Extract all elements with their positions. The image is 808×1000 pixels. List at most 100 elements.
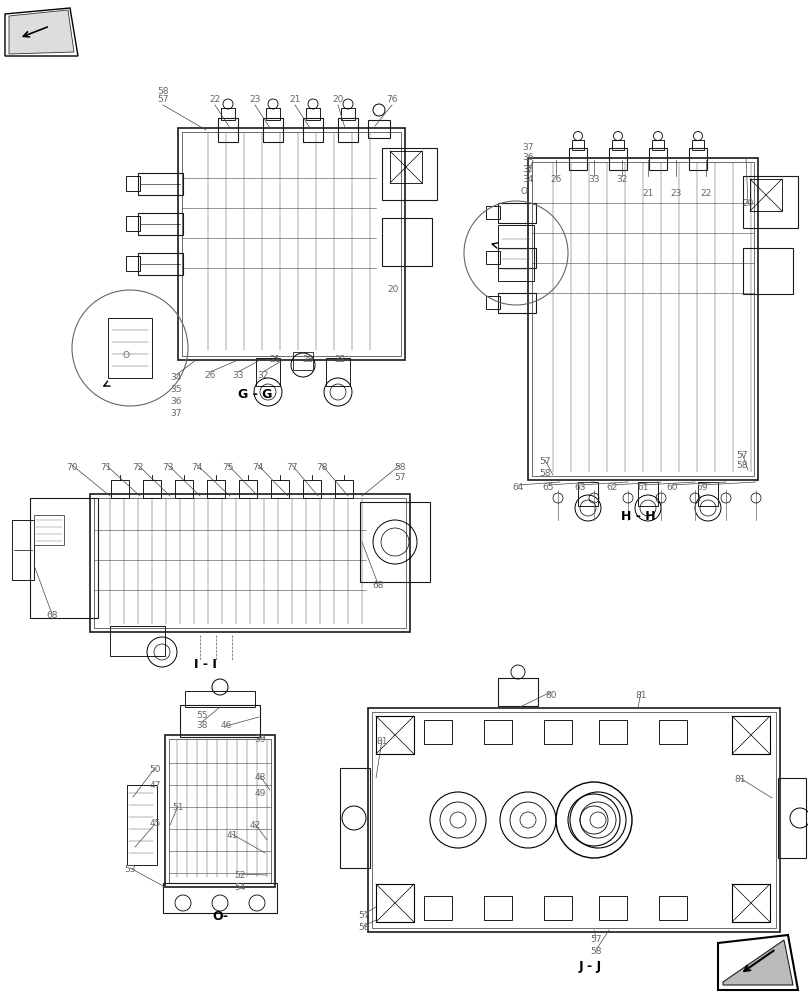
Bar: [143, 480, 161, 498]
Bar: [111, 480, 129, 498]
Text: 36: 36: [170, 397, 182, 406]
Text: 53: 53: [124, 865, 136, 874]
Text: 34: 34: [522, 174, 534, 184]
Bar: [335, 480, 353, 498]
Text: 81: 81: [377, 738, 388, 746]
Bar: [12, 520, 34, 580]
Text: 80: 80: [545, 690, 557, 700]
Bar: [175, 480, 193, 498]
Bar: [218, 118, 238, 142]
Text: 22: 22: [701, 190, 712, 198]
Text: 42: 42: [250, 822, 261, 830]
Text: O: O: [123, 351, 129, 360]
Text: 58: 58: [591, 948, 602, 956]
Text: 77: 77: [286, 464, 298, 473]
Bar: [108, 318, 152, 378]
Bar: [424, 896, 452, 920]
Text: 39: 39: [255, 736, 266, 744]
Text: 52: 52: [234, 871, 246, 880]
Bar: [652, 140, 664, 150]
Bar: [659, 896, 687, 920]
Text: 73: 73: [162, 464, 174, 473]
Bar: [544, 896, 572, 920]
Bar: [340, 768, 370, 868]
Bar: [271, 480, 289, 498]
Bar: [368, 120, 390, 138]
Bar: [743, 248, 793, 294]
Text: J - J: J - J: [579, 960, 602, 973]
Bar: [256, 358, 280, 386]
Text: O-: O-: [212, 910, 228, 923]
Text: 20: 20: [387, 286, 398, 294]
Bar: [127, 785, 157, 865]
Bar: [163, 883, 277, 913]
Text: 63: 63: [574, 483, 586, 491]
Bar: [303, 480, 321, 498]
Text: 21: 21: [269, 356, 280, 364]
Bar: [569, 148, 587, 170]
Text: 45: 45: [149, 820, 161, 828]
Polygon shape: [718, 935, 798, 990]
Bar: [659, 720, 687, 744]
Text: 59: 59: [696, 483, 708, 491]
Text: 78: 78: [316, 464, 328, 473]
Bar: [110, 626, 165, 656]
Bar: [239, 480, 257, 498]
Bar: [126, 256, 140, 271]
Bar: [360, 502, 430, 582]
Text: 65: 65: [542, 483, 553, 491]
Bar: [544, 720, 572, 744]
Text: 76: 76: [386, 96, 398, 104]
Text: 50: 50: [149, 766, 161, 774]
Bar: [178, 128, 405, 360]
Text: 68: 68: [46, 611, 57, 620]
Text: 21: 21: [289, 96, 301, 104]
Text: 75: 75: [222, 464, 234, 473]
Bar: [266, 108, 280, 120]
Text: 68: 68: [372, 582, 384, 590]
Text: 26: 26: [550, 174, 562, 184]
Text: 41: 41: [226, 832, 238, 840]
Bar: [90, 494, 410, 632]
Text: 20: 20: [332, 96, 343, 104]
Bar: [692, 140, 704, 150]
Text: 58: 58: [539, 468, 551, 478]
Text: I - I: I - I: [194, 658, 217, 671]
Bar: [207, 480, 225, 498]
Text: 36: 36: [522, 153, 534, 162]
Polygon shape: [723, 940, 793, 985]
Text: 57: 57: [539, 458, 551, 466]
Bar: [376, 884, 414, 922]
Text: 34: 34: [170, 373, 182, 382]
Bar: [326, 358, 350, 386]
Bar: [180, 705, 260, 737]
Bar: [484, 720, 512, 744]
Bar: [528, 158, 758, 480]
Bar: [599, 720, 627, 744]
Text: 81: 81: [635, 690, 646, 700]
Bar: [532, 162, 754, 476]
Bar: [368, 708, 780, 932]
Text: 58: 58: [736, 462, 747, 471]
Bar: [338, 118, 358, 142]
Bar: [732, 716, 770, 754]
Text: 32: 32: [617, 174, 628, 184]
Text: 22: 22: [209, 96, 221, 104]
Text: 37: 37: [522, 143, 534, 152]
Text: 48: 48: [255, 774, 266, 782]
Bar: [572, 140, 584, 150]
Bar: [498, 225, 534, 281]
Text: 35: 35: [522, 164, 534, 174]
Text: 58: 58: [394, 464, 406, 473]
Polygon shape: [9, 10, 74, 54]
Text: 57: 57: [591, 936, 602, 944]
Bar: [182, 132, 401, 356]
Bar: [486, 251, 500, 264]
Bar: [638, 482, 658, 506]
Text: 33: 33: [588, 174, 600, 184]
Bar: [612, 140, 624, 150]
Text: H - H: H - H: [621, 510, 655, 523]
Bar: [424, 720, 452, 744]
Bar: [484, 896, 512, 920]
Bar: [138, 213, 183, 235]
